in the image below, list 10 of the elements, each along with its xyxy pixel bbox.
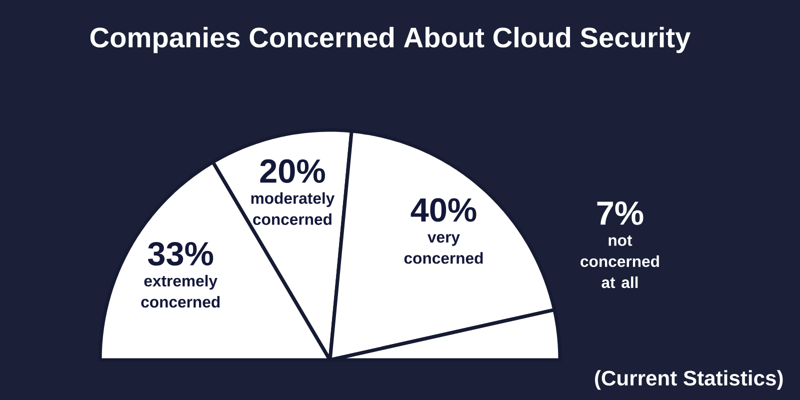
category-label: very concerned [404, 234, 483, 264]
category-label: extremely concerned [141, 274, 220, 308]
data-label: 40% [410, 198, 476, 222]
data-label: 33% [148, 242, 214, 266]
text: Companies Concerned About Cloud Security [90, 26, 691, 54]
data-label: 7% [597, 201, 644, 225]
text: (Current Statistics) [595, 370, 783, 390]
data-label: 20% [260, 159, 325, 183]
category-label: not concerned at all [580, 235, 659, 288]
category-label: moderately concerned [251, 192, 335, 225]
